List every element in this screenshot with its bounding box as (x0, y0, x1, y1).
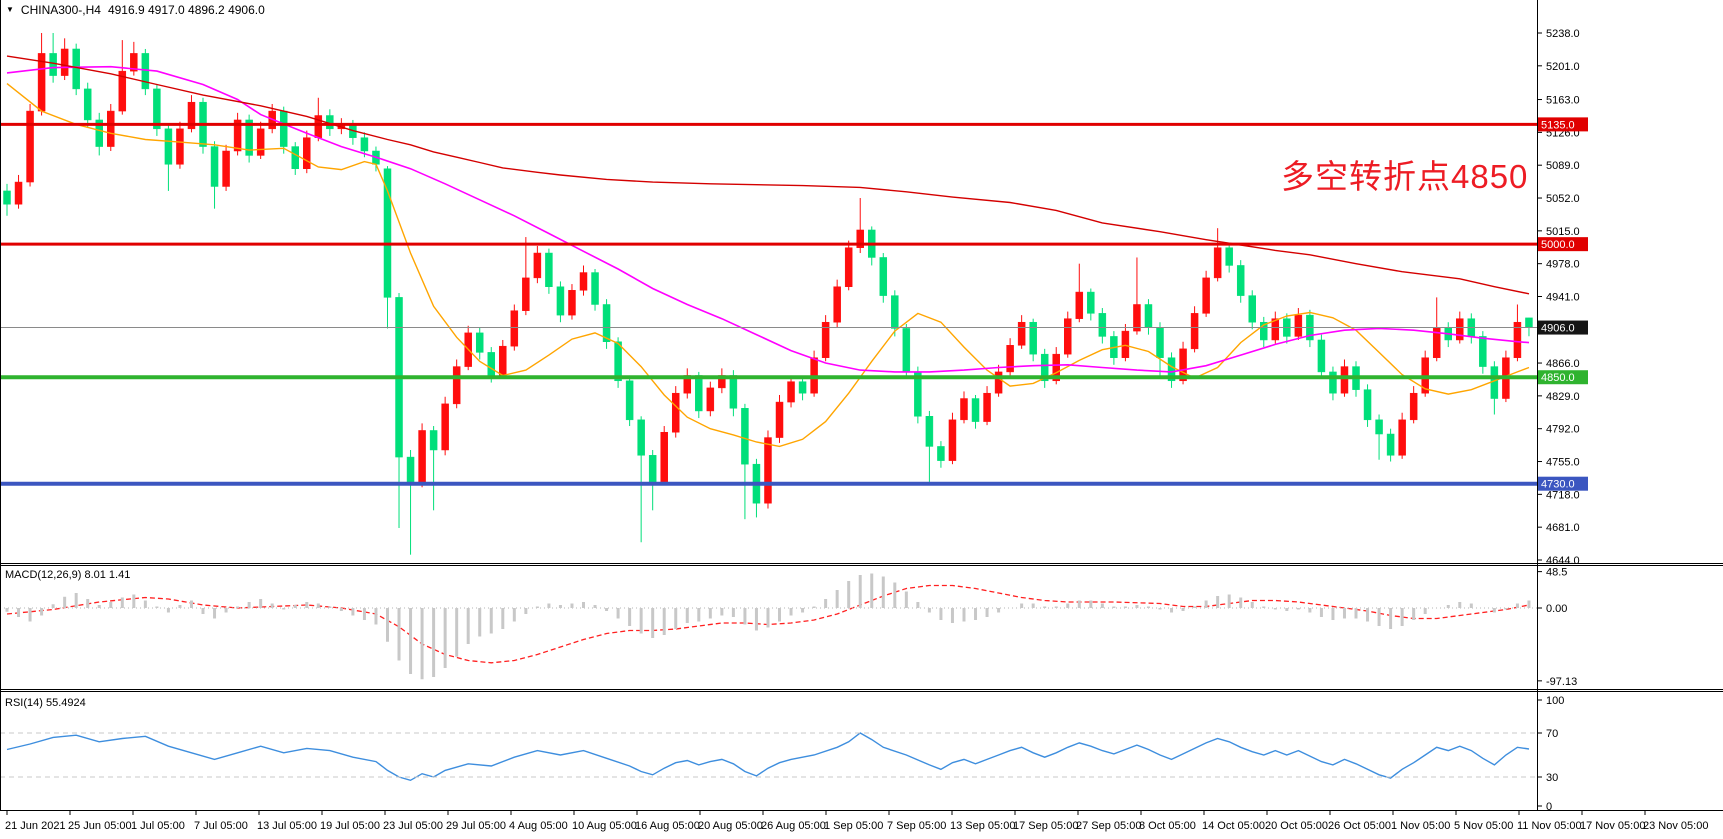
price-badge-label: 4730.0 (1541, 479, 1575, 491)
price-tick-label: 5052.0 (1546, 193, 1580, 205)
price-tick-label: 5163.0 (1546, 95, 1580, 107)
price-tick-label: 4978.0 (1546, 259, 1580, 271)
macd-axis: 48.5 0.00 -97.13 (1537, 567, 1577, 688)
time-tick-label: 1 Sep 05:00 (824, 820, 883, 832)
macd-indicator-label: MACD(12,26,9) 8.01 1.41 (5, 569, 131, 581)
time-axis: 21 Jun 2021 25 Jun 05:00 1 Jul 05:00 7 Jul … (5, 811, 1708, 832)
time-tick-label: 20 Oct 05:00 (1265, 820, 1328, 832)
macd-layer (0, 573, 1537, 680)
price-badge-label: 4906.0 (1541, 323, 1575, 335)
time-tick-label: 8 Oct 05:00 (1139, 820, 1196, 832)
macd-tick-label: 48.5 (1546, 567, 1567, 579)
price-tick-label: 4941.0 (1546, 292, 1580, 304)
time-tick-label: 13 Jul 05:00 (257, 820, 317, 832)
time-tick-label: 26 Oct 05:00 (1328, 820, 1391, 832)
chart-title: ▼ CHINA300-,H4 4916.9 4917.0 4896.2 4906… (6, 3, 265, 17)
price-tick-label: 5201.0 (1546, 61, 1580, 73)
time-tick-label: 10 Aug 05:00 (572, 820, 637, 832)
time-tick-label: 1 Jul 05:00 (131, 820, 185, 832)
price-tick-label: 5238.0 (1546, 28, 1580, 40)
price-tick-label: 4644.0 (1546, 555, 1580, 567)
price-badge-label: 5000.0 (1541, 239, 1575, 251)
rsi-layer (0, 732, 1537, 778)
time-tick-label: 23 Nov 05:00 (1643, 820, 1708, 832)
price-badge (1538, 370, 1588, 385)
symbol-period-label: CHINA300-,H4 (20, 3, 101, 17)
time-tick-label: 21 Jun 2021 (5, 820, 66, 832)
candles-layer (3, 33, 1533, 555)
time-tick-label: 17 Sep 05:00 (1013, 820, 1078, 832)
symbol-dropdown-icon[interactable]: ▼ (6, 5, 14, 14)
time-tick-label: 27 Sep 05:00 (1076, 820, 1141, 832)
annotation-text: 多空转折点4850 (1281, 158, 1529, 195)
price-tick-label: 4755.0 (1546, 457, 1580, 469)
time-tick-label: 4 Aug 05:00 (509, 820, 568, 832)
price-axis: 5238.05201.05163.05126.05089.05052.05015… (1537, 28, 1588, 567)
time-tick-label: 13 Sep 05:00 (950, 820, 1015, 832)
rsi-indicator-label: RSI(14) 55.4924 (5, 697, 86, 709)
rsi-tick-label: 100 (1546, 695, 1564, 707)
price-badge-label: 4850.0 (1541, 372, 1575, 384)
time-tick-label: 26 Aug 05:00 (761, 820, 826, 832)
price-badge-label: 5135.0 (1541, 119, 1575, 131)
macd-tick-label: -97.13 (1546, 676, 1577, 688)
time-tick-label: 23 Jul 05:00 (383, 820, 443, 832)
price-tick-label: 4866.0 (1546, 358, 1580, 370)
time-tick-label: 20 Aug 05:00 (698, 820, 763, 832)
panel-borders (0, 0, 1723, 811)
rsi-tick-label: 0 (1546, 801, 1552, 813)
ohlc-readout: 4916.9 4917.0 4896.2 4906.0 (107, 3, 265, 17)
time-tick-label: 7 Jul 05:00 (194, 820, 248, 832)
time-tick-label: 16 Aug 05:00 (635, 820, 700, 832)
price-tick-label: 4829.0 (1546, 391, 1580, 403)
price-tick-label: 5015.0 (1546, 226, 1580, 238)
time-tick-label: 7 Sep 05:00 (887, 820, 946, 832)
time-tick-label: 29 Jul 05:00 (446, 820, 506, 832)
time-tick-label: 14 Oct 05:00 (1202, 820, 1265, 832)
price-tick-label: 4792.0 (1546, 424, 1580, 436)
moving-averages-layer (6, 55, 1530, 782)
price-badge (1538, 237, 1588, 252)
time-tick-label: 19 Jul 05:00 (320, 820, 380, 832)
rsi-axis: 100 70 30 0 (1537, 695, 1564, 813)
price-tick-label: 4681.0 (1546, 522, 1580, 534)
price-badge (1538, 476, 1588, 491)
time-tick-label: 11 Nov 05:00 (1517, 820, 1582, 832)
macd-tick-label: 0.00 (1546, 603, 1567, 615)
rsi-tick-label: 70 (1546, 728, 1558, 740)
price-badge (1538, 320, 1588, 335)
level-lines-layer (0, 122, 1537, 486)
price-badge (1538, 117, 1588, 132)
time-tick-label: 17 Nov 05:00 (1580, 820, 1645, 832)
price-tick-label: 5089.0 (1546, 160, 1580, 172)
rsi-tick-label: 30 (1546, 772, 1558, 784)
time-tick-label: 5 Nov 05:00 (1454, 820, 1513, 832)
time-tick-label: 25 Jun 05:00 (68, 820, 132, 832)
price-tick-label: 4718.0 (1546, 489, 1580, 501)
time-tick-label: 1 Nov 05:00 (1391, 820, 1450, 832)
